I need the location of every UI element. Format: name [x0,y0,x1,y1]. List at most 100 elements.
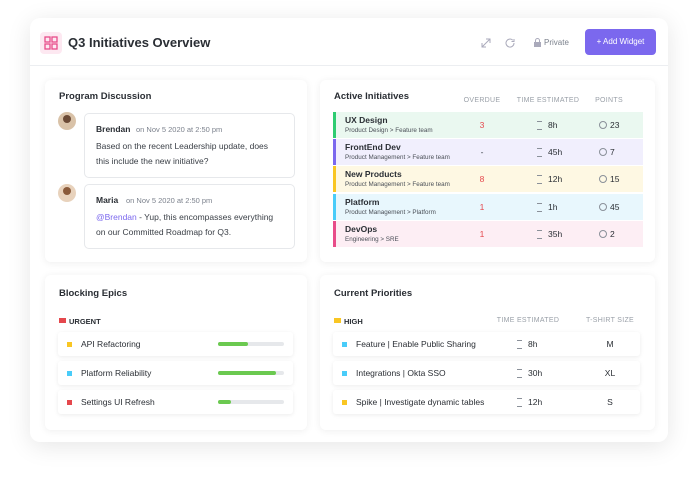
progress-bar [218,371,277,375]
dashboard-title: Q3 Initiatives Overview [68,35,211,50]
panel-title: Current Priorities [334,288,413,299]
column-header: TIME ESTIMATED [516,97,580,104]
overdue: 3 [479,120,485,130]
initiative-path: Product Management > Feature team [345,181,450,189]
status-dot [342,342,347,347]
comment-body: - Yup, this encompasses everything on ou… [96,212,274,237]
hourglass-icon [537,175,542,185]
hourglass-icon [537,148,542,158]
priority-row[interactable] [333,390,640,414]
comment-time: on Nov 5 2020 at 2:50 pm [126,196,213,205]
progress-track [218,342,284,346]
points: 23 [610,120,620,130]
initiative-name: New Products [345,169,402,180]
time-estimated: 12h [528,397,543,407]
comment-text: @Brendan - Yup, this encompasses everyth… [96,210,281,240]
priority-row[interactable] [333,332,640,356]
column-header: TIME ESTIMATED [496,317,560,324]
progress-bar [218,342,248,346]
panel-title: Blocking Epics [59,288,128,299]
epic-name: Settings UI Refresh [81,397,155,407]
time-estimated: 12h [548,174,563,185]
add-widget-button[interactable]: + Add Widget [585,29,656,55]
column-header: OVERDUE [463,97,501,104]
initiative-row[interactable] [333,220,643,247]
comment-author: Maria [96,195,119,205]
priority-name: Integrations | Okta SSO [356,368,446,378]
overdue: 8 [479,174,485,185]
tshirt-size: M [606,339,614,349]
time-estimated: 8h [548,120,558,130]
points-icon [599,202,607,211]
initiative-row[interactable] [333,112,643,138]
comment-box [84,113,295,178]
status-dot [67,342,72,347]
panel-title: Active Initiatives [334,91,409,102]
points: 45 [610,201,620,212]
column-header: POINTS [595,97,623,104]
group-label: URGENT [69,317,101,326]
points: 7 [610,147,615,158]
group-label: HIGH [344,317,363,326]
priority-name: Feature | Enable Public Sharing [356,339,476,349]
comment-body: Based on the recent Leadership update, d… [96,141,269,166]
time-estimated: 35h [548,228,563,239]
discussion-panel [45,80,307,262]
lock-icon [534,38,541,47]
initiative-path: Product Management > Feature team [345,154,450,162]
priority-row[interactable] [333,361,640,385]
overdue: 1 [479,201,485,212]
time-estimated: 1h [548,201,558,212]
initiative-name: UX Design [345,115,388,125]
priority-name: Spike | Investigate dynamic tables [356,397,485,407]
initiative-path: Engineering > SRE [345,235,399,243]
hourglass-icon [537,229,542,239]
hourglass-icon [517,340,522,349]
hourglass-icon [537,202,542,212]
mention[interactable]: @Brendan [96,212,137,222]
time-estimated: 30h [528,368,543,378]
tshirt-size: S [607,397,613,407]
initiative-row[interactable] [333,193,643,220]
expand-icon[interactable] [480,37,492,49]
epic-name: Platform Reliability [81,368,152,378]
column-header: T-SHIRT SIZE [585,317,635,324]
hourglass-icon [517,398,522,407]
initiative-name: Platform [345,196,380,207]
points: 2 [610,228,615,239]
status-dot [342,400,347,405]
initiative-name: DevOps [345,223,378,234]
overdue: - [480,147,484,158]
hourglass-icon [537,121,542,130]
time-estimated: 45h [548,147,563,158]
initiative-name: FrontEnd Dev [345,142,401,153]
comment-author: Brendan [96,124,131,134]
comment-box [84,184,295,249]
progress-track [218,400,284,404]
overdue: 1 [479,228,485,239]
points-icon [599,121,607,129]
tshirt-size: XL [604,368,616,378]
points-icon [599,148,607,157]
points: 15 [610,174,620,185]
status-dot [342,371,347,376]
initiative-row[interactable] [333,139,643,166]
app-icon [40,32,62,54]
hourglass-icon [517,369,522,378]
points-icon [599,229,607,238]
avatars [58,112,76,202]
initiative-path: Product Design > Feature team [345,127,433,134]
initiative-path: Product Management > Platform [345,208,436,216]
flag-icon [334,318,341,323]
flag-icon [59,318,66,323]
panel-title: Program Discussion [59,91,152,102]
refresh-icon[interactable] [504,37,516,49]
status-dot [67,371,72,376]
privacy-label[interactable]: Private [544,38,569,47]
time-estimated: 8h [528,339,538,349]
progress-bar [218,400,232,404]
comment-time: on Nov 5 2020 at 2:50 pm [136,125,223,134]
points-icon [599,175,607,184]
initiative-row[interactable] [333,166,643,193]
